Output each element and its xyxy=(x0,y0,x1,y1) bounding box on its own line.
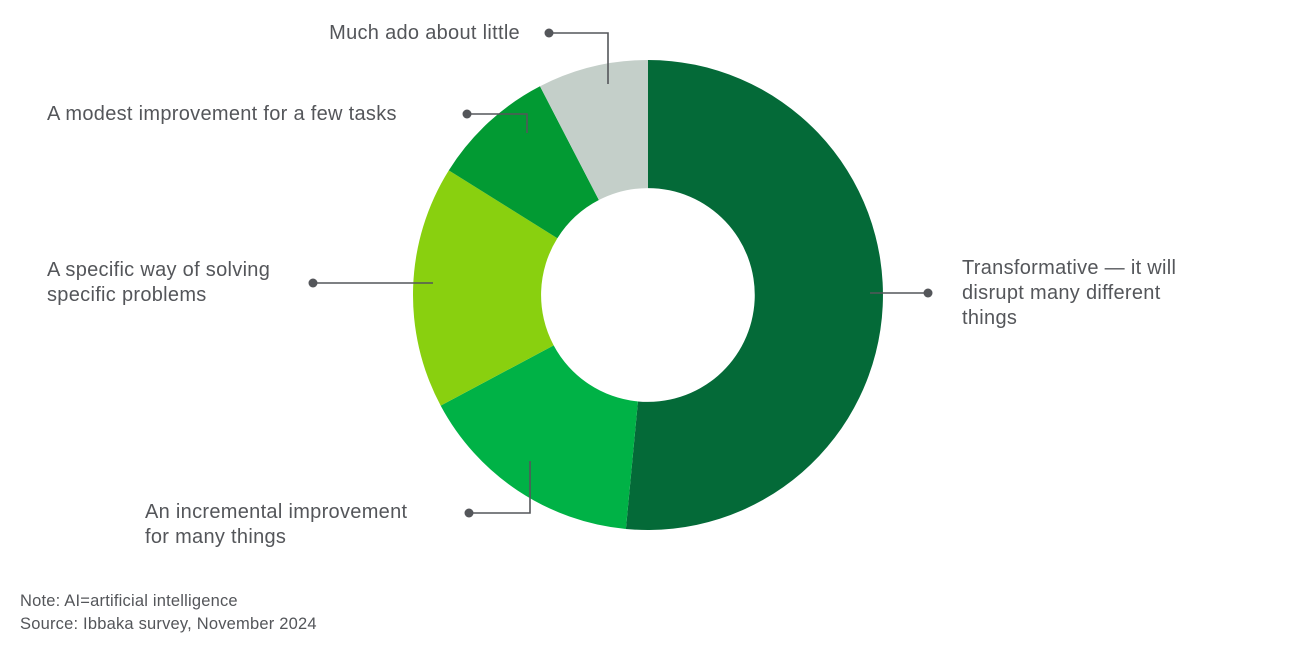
label-much-ado: Much ado about little xyxy=(329,21,520,46)
label-line: specific problems xyxy=(47,284,207,306)
donut-chart xyxy=(412,60,883,530)
note-text: Note: AI=artificial intelligence xyxy=(20,592,238,610)
label-specific: A specific way of solving specific probl… xyxy=(47,258,270,308)
label-incremental: An incremental improvement for many thin… xyxy=(145,500,407,550)
label-line: An incremental improvement xyxy=(145,501,408,523)
donut-segment-specific xyxy=(412,170,558,406)
connector-dot-transformative xyxy=(923,288,933,298)
label-line: A specific way of solving xyxy=(47,259,271,281)
source-text: Source: Ibbaka survey, November 2024 xyxy=(20,615,317,633)
connector-incremental xyxy=(470,461,531,514)
label-line: for many things xyxy=(145,526,287,548)
connector-dot-modest xyxy=(462,109,472,119)
donut-segment-incremental xyxy=(440,345,638,529)
label-modest: A modest improvement for a few tasks xyxy=(47,102,397,127)
donut-segment-modest xyxy=(448,86,599,239)
donut-segment-much-ado xyxy=(540,60,648,201)
connector-dot-much-ado xyxy=(544,28,554,38)
label-line: things xyxy=(962,307,1018,329)
label-line: Much ado about little xyxy=(329,22,520,44)
connector-modest xyxy=(468,113,528,133)
label-transformative: Transformative — it will disrupt many di… xyxy=(962,256,1176,331)
connector-dot-incremental xyxy=(464,508,474,518)
connector-much-ado xyxy=(550,32,609,84)
connector-dot-specific xyxy=(308,278,318,288)
label-line: Transformative — it will xyxy=(962,257,1177,279)
label-line: disrupt many different xyxy=(962,282,1161,304)
footnotes: Note: AI=artificial intelligence Source:… xyxy=(20,590,317,636)
label-line: A modest improvement for a few tasks xyxy=(47,103,397,125)
donut-segment-transformative xyxy=(625,60,883,530)
